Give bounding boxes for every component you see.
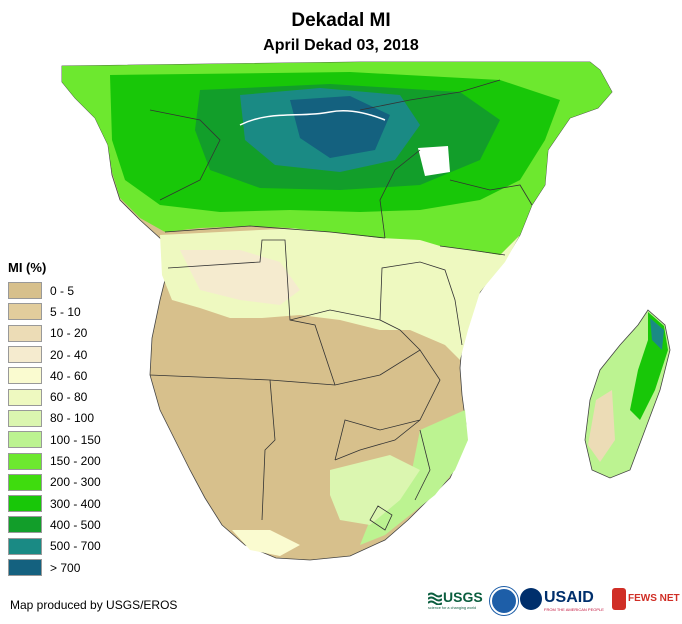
legend-item: 100 - 150 xyxy=(8,429,148,450)
legend-swatch xyxy=(8,409,42,427)
legend-label: 80 - 100 xyxy=(50,411,95,426)
legend-label: 300 - 400 xyxy=(50,496,101,511)
legend-label: 0 - 5 xyxy=(50,283,75,298)
map-subtitle: April Dekad 03, 2018 xyxy=(263,37,419,54)
moisture-zone-pale xyxy=(180,250,300,305)
usaid-logo: USAID FROM THE AMERICAN PEOPLE xyxy=(544,589,604,612)
legend-item: 5 - 10 xyxy=(8,301,148,322)
legend-item: 0 - 5 xyxy=(8,280,148,301)
legend-label: 40 - 60 xyxy=(50,368,88,383)
madagascar-teal-tip xyxy=(650,318,664,350)
legend-label: 20 - 40 xyxy=(50,347,88,362)
legend-swatch xyxy=(8,367,42,385)
legend-label: 60 - 80 xyxy=(50,390,88,405)
legend-swatch xyxy=(8,303,42,321)
madagascar-dry-west xyxy=(588,390,615,462)
usgs-wave-icon xyxy=(428,592,442,605)
legend-swatch xyxy=(8,452,42,470)
legend-swatch xyxy=(8,495,42,513)
moisture-zone-deep-teal xyxy=(290,96,390,158)
lake-victoria xyxy=(418,146,450,176)
legend-label: 150 - 200 xyxy=(50,454,101,469)
fewsnet-emblem xyxy=(612,588,626,610)
legend-swatch xyxy=(8,473,42,491)
legend-swatch xyxy=(8,282,42,300)
legend: MI (%) 0 - 5 5 - 10 10 - 20 20 - 40 40 -… xyxy=(8,260,148,578)
usaid-emblem xyxy=(520,588,542,610)
legend-label: 200 - 300 xyxy=(50,475,101,490)
legend-swatch xyxy=(8,537,42,555)
usgs-logo: USGS science for a changing world xyxy=(428,589,483,610)
legend-swatch xyxy=(8,559,42,576)
legend-label: 5 - 10 xyxy=(50,304,81,319)
map-credit: Map produced by USGS/EROS xyxy=(10,598,178,612)
legend-label: 100 - 150 xyxy=(50,432,101,447)
legend-swatch xyxy=(8,324,42,342)
legend-label: 400 - 500 xyxy=(50,517,101,532)
legend-item: 200 - 300 xyxy=(8,472,148,493)
legend-label: > 700 xyxy=(50,560,81,575)
fewsnet-logo: FEWS NET xyxy=(628,593,680,604)
legend-item: 10 - 20 xyxy=(8,323,148,344)
legend-title: MI (%) xyxy=(8,260,47,275)
legend-item: 20 - 40 xyxy=(8,344,148,365)
country-boundaries xyxy=(149,79,533,531)
legend-item: 400 - 500 xyxy=(8,514,148,535)
legend-swatch xyxy=(8,516,42,534)
moisture-index-map xyxy=(61,61,671,561)
legend-swatch xyxy=(8,388,42,406)
map-title: Dekadal MI xyxy=(291,10,391,31)
legend-item: 80 - 100 xyxy=(8,408,148,429)
legend-item: 500 - 700 xyxy=(8,536,148,557)
legend-label: 10 - 20 xyxy=(50,326,88,341)
agency-logos: USGS science for a changing world USAID … xyxy=(428,586,680,616)
legend-item: > 700 xyxy=(8,557,148,578)
legend-item: 60 - 80 xyxy=(8,386,148,407)
legend-item: 40 - 60 xyxy=(8,365,148,386)
noaa-emblem xyxy=(490,587,518,615)
legend-swatch xyxy=(8,346,42,364)
congo-river xyxy=(239,109,386,126)
moisture-zone-southeast xyxy=(330,455,420,525)
legend-item: 300 - 400 xyxy=(8,493,148,514)
legend-item: 150 - 200 xyxy=(8,450,148,471)
legend-swatch xyxy=(8,431,42,449)
legend-label: 500 - 700 xyxy=(50,539,101,554)
moisture-zone-cape xyxy=(232,530,300,556)
